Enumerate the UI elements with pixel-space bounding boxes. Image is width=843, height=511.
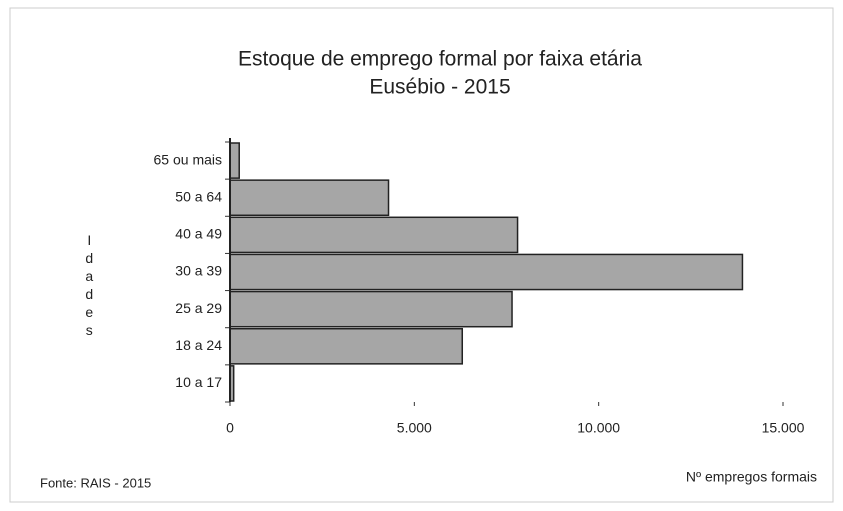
- y-axis-label: Idades: [81, 232, 97, 340]
- x-tick-label: 5.000: [397, 420, 432, 436]
- y-tick-label: 30 a 39: [175, 263, 222, 279]
- y-tick-label: 50 a 64: [175, 188, 222, 204]
- bar: [229, 216, 519, 254]
- y-tick-label: 65 ou mais: [154, 151, 222, 167]
- bar: [229, 290, 513, 328]
- source: Fonte: RAIS - 2015: [40, 475, 151, 490]
- chart-title: Estoque de emprego formal por faixa etár…: [238, 48, 642, 71]
- bar: [229, 327, 464, 365]
- bar: [229, 142, 240, 179]
- x-tick-label: 0: [226, 420, 234, 436]
- chart-subtitle: Eusébio - 2015: [369, 76, 510, 99]
- y-tick-label: 25 a 29: [175, 300, 222, 316]
- y-tick-label: 40 a 49: [175, 226, 222, 242]
- x-axis-label: Nº empregos formais: [686, 469, 817, 485]
- x-tick-label: 10.000: [577, 420, 620, 436]
- y-tick-label: 10 a 17: [175, 374, 222, 390]
- y-tick-label: 18 a 24: [175, 337, 222, 353]
- bar: [229, 253, 744, 291]
- x-tick-label: 15.000: [762, 420, 805, 436]
- frame: [9, 7, 834, 503]
- bar: [229, 179, 390, 217]
